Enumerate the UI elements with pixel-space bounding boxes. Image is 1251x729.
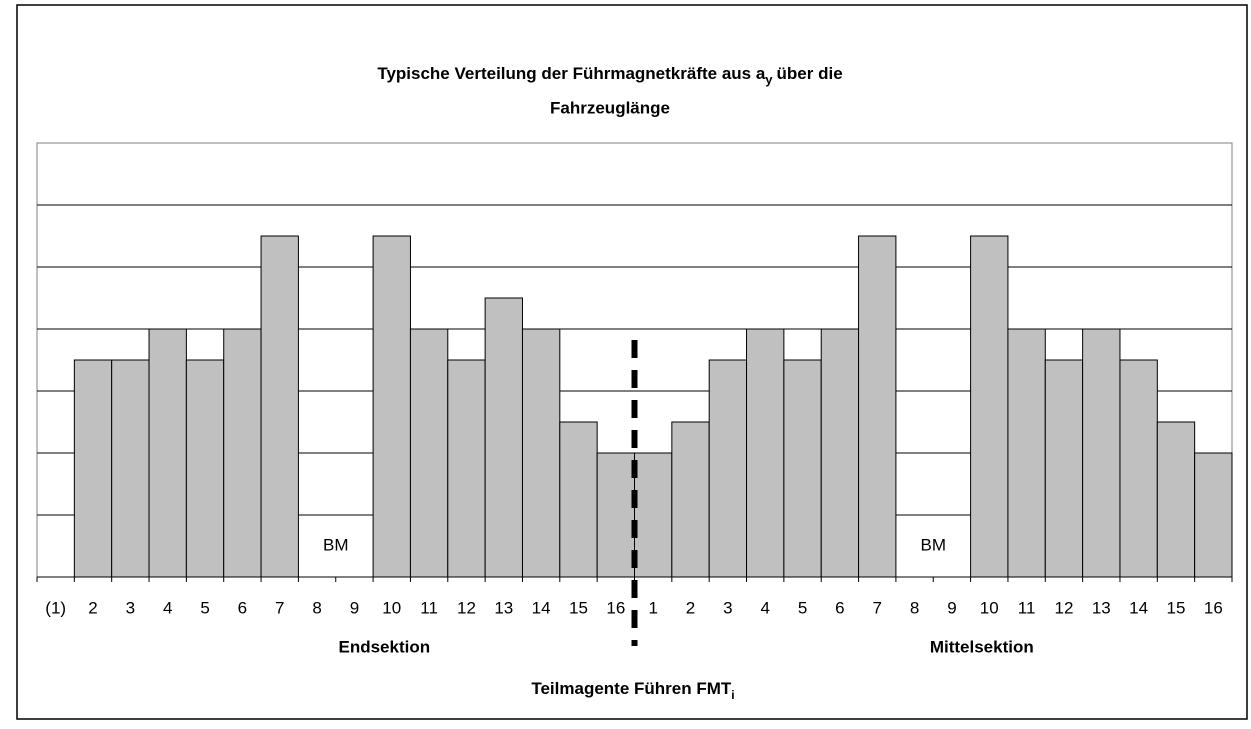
bar	[858, 235, 897, 578]
x-tick-label: 11	[420, 598, 438, 617]
x-tick-label: 1	[648, 598, 657, 617]
x-tick-label: 6	[238, 598, 247, 617]
x-tick-label: 4	[760, 598, 769, 617]
bar	[671, 421, 710, 578]
bar	[484, 297, 523, 578]
section-label: Endsektion	[338, 637, 430, 656]
bar	[634, 452, 673, 578]
bar	[596, 452, 635, 578]
x-tick-label: 14	[532, 598, 551, 617]
x-tick-label: 2	[88, 598, 97, 617]
x-tick-label: 16	[606, 598, 625, 617]
x-tick-label: 4	[163, 598, 172, 617]
x-tick-label: 7	[275, 598, 284, 617]
frame	[16, 4, 1248, 720]
x-tick-label: (1)	[45, 598, 66, 617]
bar	[1119, 359, 1158, 578]
bar	[447, 359, 486, 578]
x-tick-label: 10	[980, 598, 999, 617]
annotation: BM	[921, 535, 947, 554]
x-tick-label: 14	[1129, 598, 1148, 617]
bar	[970, 235, 1009, 578]
bar	[1082, 328, 1121, 578]
x-axis-label: Teilmagente Führen FMTi	[531, 679, 734, 702]
x-tick-label: 10	[382, 598, 401, 617]
x-tick-label: 2	[686, 598, 695, 617]
x-tick-label: 15	[1167, 598, 1186, 617]
x-tick-label: 5	[200, 598, 209, 617]
bar	[746, 328, 785, 578]
x-tick-label: 6	[835, 598, 844, 617]
bar	[559, 421, 598, 578]
bar	[185, 359, 225, 578]
x-tick-label: 16	[1204, 598, 1223, 617]
bar	[1194, 452, 1233, 578]
bar	[372, 235, 411, 578]
bar	[1044, 359, 1084, 578]
chart-title-line2: Fahrzeuglänge	[550, 98, 670, 117]
bar	[148, 328, 187, 578]
bar	[1007, 328, 1046, 578]
x-tick-label: 3	[723, 598, 732, 617]
bar	[820, 328, 860, 578]
x-tick-label: 3	[126, 598, 135, 617]
section-label: Mittelsektion	[930, 637, 1034, 656]
x-tick-label: 5	[798, 598, 807, 617]
bar	[260, 235, 299, 578]
x-tick-label: 13	[494, 598, 513, 617]
annotation: BM	[323, 535, 349, 554]
bar	[223, 328, 262, 578]
x-tick-label: 15	[569, 598, 588, 617]
bar	[1156, 421, 1196, 578]
bar	[409, 328, 449, 578]
bar	[111, 359, 150, 578]
x-tick-label: 13	[1092, 598, 1111, 617]
chart-title: Typische Verteilung der Führmagnetkräfte…	[377, 64, 842, 87]
x-tick-label: 8	[312, 598, 321, 617]
x-tick-label: 11	[1018, 598, 1036, 617]
x-tick-label: 7	[873, 598, 882, 617]
bar	[783, 359, 822, 578]
bar	[73, 359, 113, 578]
x-tick-label: 9	[947, 598, 956, 617]
x-tick-label: 12	[457, 598, 476, 617]
bar	[708, 359, 748, 578]
bar	[521, 328, 561, 578]
x-tick-label: 8	[910, 598, 919, 617]
x-tick-label: 12	[1054, 598, 1073, 617]
x-tick-label: 9	[350, 598, 359, 617]
